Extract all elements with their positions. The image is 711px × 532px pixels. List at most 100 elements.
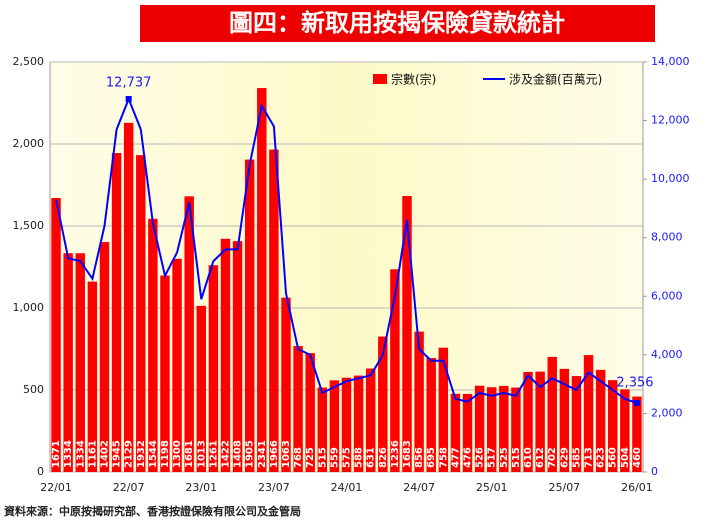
bar <box>462 393 473 472</box>
bar-value-label: 612 <box>535 447 546 468</box>
bar-value-label: 1236 <box>390 440 401 468</box>
bar-value-label: 460 <box>632 447 643 468</box>
bar-value-label: 588 <box>354 447 365 468</box>
bar-value-label: 476 <box>463 447 474 468</box>
bar-value-label: 1402 <box>99 440 110 468</box>
bar-value-label: 1198 <box>160 440 171 468</box>
bar-value-label: 1300 <box>172 440 183 468</box>
bar-value-label: 631 <box>366 447 377 468</box>
bar <box>329 380 340 472</box>
bar <box>402 195 412 472</box>
bar <box>414 331 424 472</box>
bar-value-label: 695 <box>426 447 437 468</box>
bar <box>571 376 582 472</box>
bar <box>390 269 400 472</box>
bar <box>595 369 606 472</box>
bar <box>620 389 630 472</box>
x-tick-label: 25/01 <box>476 481 508 494</box>
bar-value-label: 559 <box>329 447 340 468</box>
point-marker <box>633 400 640 407</box>
bar-value-label: 702 <box>547 447 558 468</box>
y2-tick-label: 4,000 <box>651 348 683 361</box>
bar <box>75 253 85 472</box>
bar-value-label: 826 <box>378 447 389 468</box>
bar <box>511 387 521 472</box>
x-tick-label: 24/01 <box>331 481 363 494</box>
y2-tick-label: 0 <box>651 465 658 478</box>
bar <box>111 153 122 472</box>
bar-value-label: 517 <box>487 447 498 468</box>
y-tick-label: 0 <box>37 465 44 478</box>
bar <box>269 149 279 473</box>
bar-value-label: 1683 <box>402 440 413 468</box>
y2-tick-label: 14,000 <box>651 55 690 68</box>
x-tick-label: 25/07 <box>548 481 580 494</box>
y2-tick-label: 12,000 <box>651 114 690 127</box>
bar <box>123 122 134 473</box>
bar-value-label: 1966 <box>269 440 280 468</box>
legend-label: 涉及金額(百萬元) <box>509 72 602 87</box>
bar <box>99 242 110 472</box>
x-tick-label: 26/01 <box>621 481 653 494</box>
y-tick-label: 1,500 <box>13 219 45 232</box>
bar <box>184 196 194 473</box>
y2-tick-label: 6,000 <box>651 289 683 302</box>
bar-value-label: 1334 <box>75 440 86 468</box>
y2-tick-label: 2,000 <box>651 406 683 419</box>
line-value-label: 2,356 <box>616 376 653 391</box>
bar-value-label: 2129 <box>124 440 135 468</box>
bar-value-label: 525 <box>499 447 510 468</box>
bar <box>196 305 206 472</box>
bar-value-label: 1905 <box>245 440 256 468</box>
y2-tick-label: 8,000 <box>651 231 683 244</box>
x-tick-label: 23/01 <box>185 481 217 494</box>
bar-value-label: 504 <box>620 447 631 468</box>
bar-value-label: 1261 <box>208 440 219 468</box>
bar-value-label: 1544 <box>148 440 159 468</box>
bar <box>608 380 618 472</box>
bar <box>365 368 376 472</box>
legend-label: 宗數(宗) <box>391 72 436 87</box>
bar-value-label: 526 <box>475 447 486 468</box>
bar <box>87 281 98 472</box>
source-note: 資料來源：中原按揭研究部、香港按證保險有限公司及金管局 <box>4 504 301 518</box>
bar-value-label: 560 <box>608 447 619 468</box>
bar-value-label: 2341 <box>257 440 268 468</box>
bar-value-label: 1161 <box>87 440 98 468</box>
bar <box>438 347 449 472</box>
bar-value-label: 1681 <box>184 440 195 468</box>
bar <box>583 355 594 472</box>
bar-value-label: 713 <box>584 447 595 468</box>
bar <box>450 393 461 472</box>
title-banner <box>140 5 655 42</box>
bar <box>353 375 364 472</box>
bar <box>474 385 485 472</box>
bar <box>487 387 497 472</box>
bar <box>535 371 545 472</box>
x-tick-label: 24/07 <box>403 481 435 494</box>
bar-value-label: 585 <box>571 447 582 468</box>
bar-value-label: 477 <box>450 447 461 468</box>
bar <box>632 396 642 472</box>
bar <box>136 155 146 473</box>
y-tick-label: 2,000 <box>13 137 45 150</box>
bar-value-label: 1063 <box>281 440 292 468</box>
bar-value-label: 1013 <box>196 440 207 468</box>
bar <box>244 159 255 472</box>
bar-value-label: 623 <box>596 447 607 468</box>
chart-title: 圖四：新取用按揭保險貸款統計 <box>229 9 565 37</box>
bar <box>232 241 243 472</box>
x-tick-label: 23/07 <box>258 481 290 494</box>
bar-value-label: 629 <box>559 447 570 468</box>
bar <box>51 197 61 472</box>
bar <box>257 88 267 473</box>
bar-value-label: 575 <box>342 447 353 468</box>
y-tick-label: 500 <box>23 383 44 396</box>
bar <box>559 368 570 472</box>
bar <box>523 371 533 472</box>
bar-value-label: 758 <box>438 447 449 468</box>
bar-value-label: 1671 <box>51 440 62 468</box>
bar <box>148 218 158 472</box>
bar <box>293 346 303 472</box>
